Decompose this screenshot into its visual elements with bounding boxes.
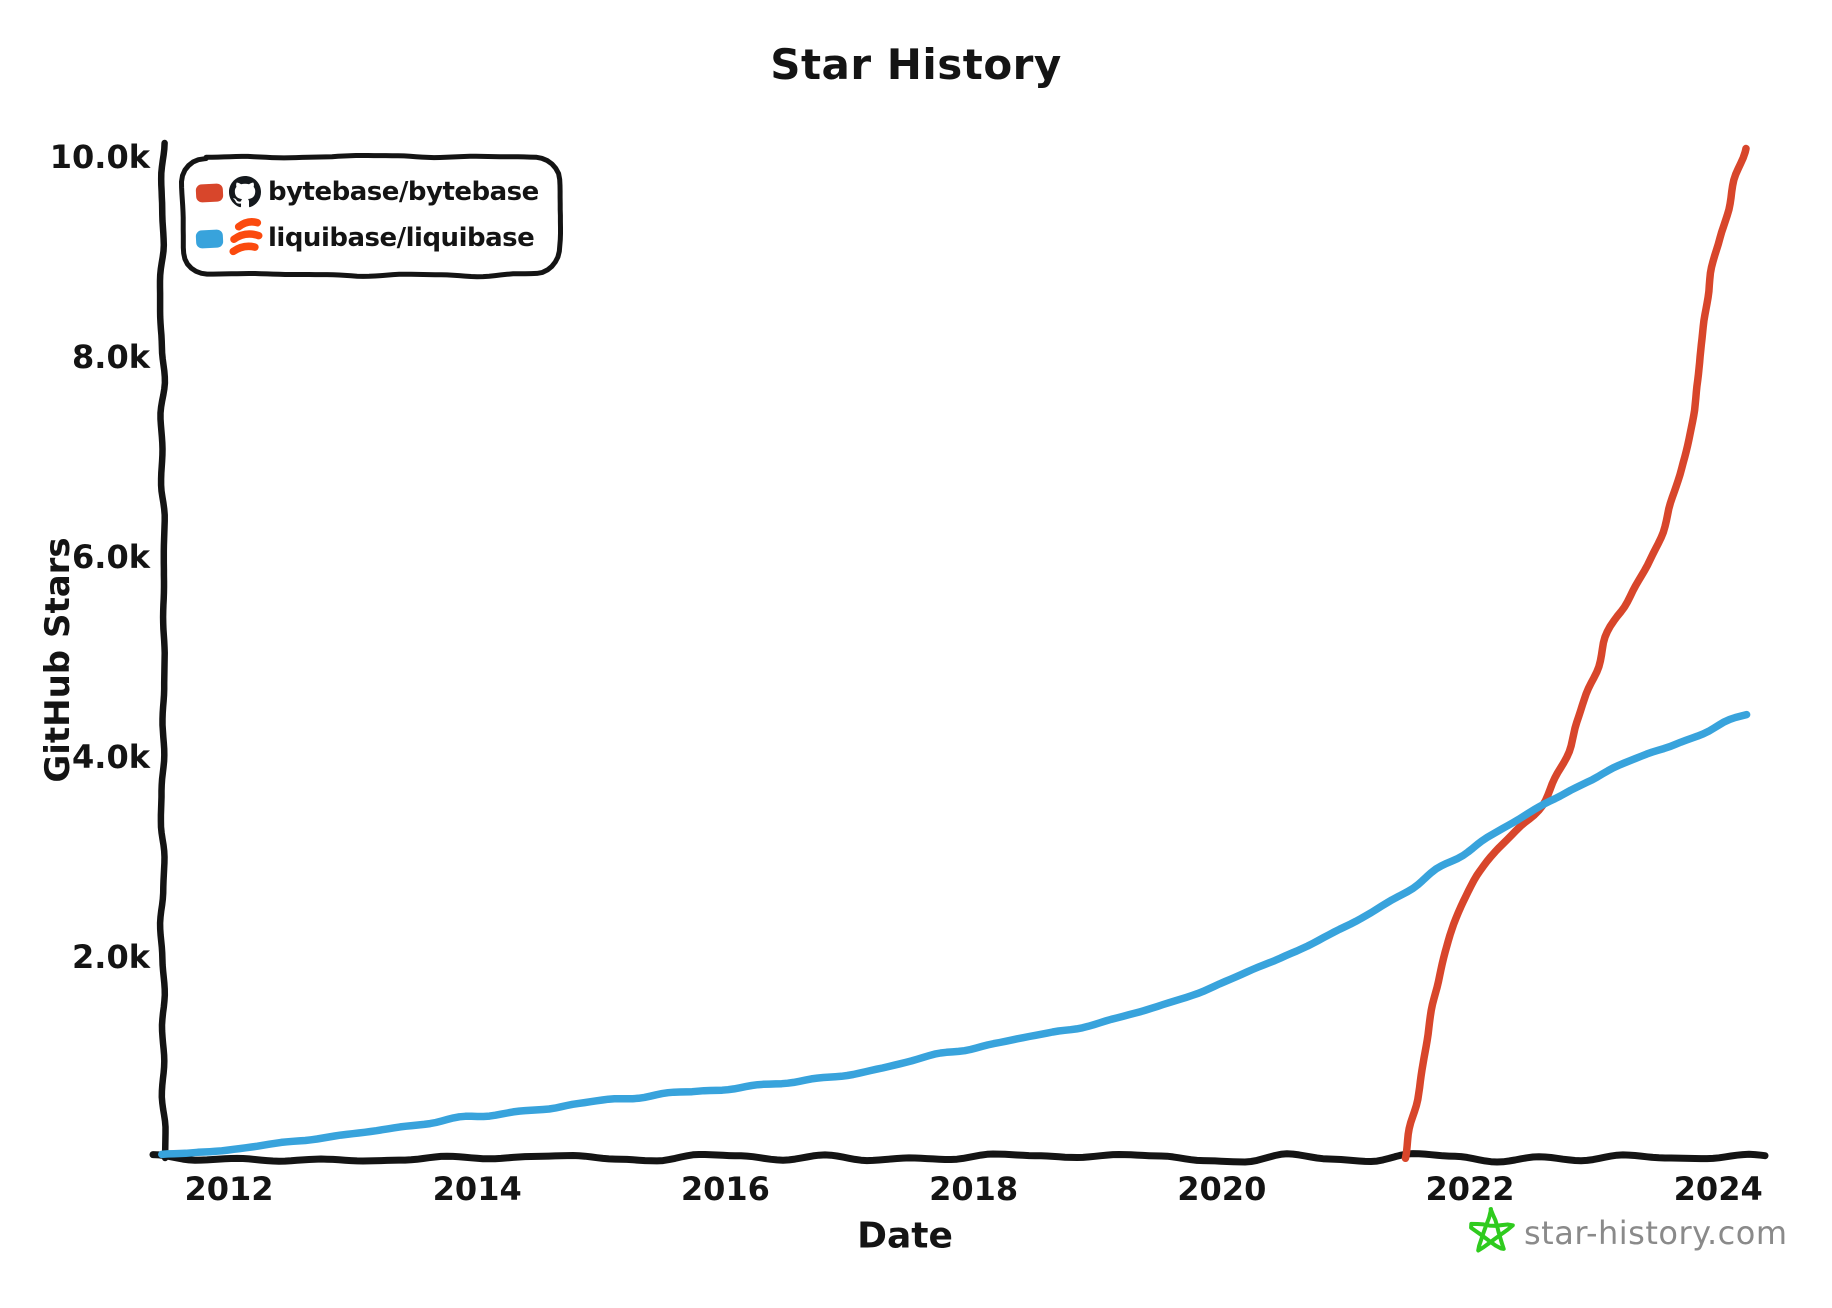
footer-link[interactable]: star-history.com bbox=[1524, 1214, 1788, 1252]
y-tick-label-10.0k: 10.0k bbox=[49, 138, 150, 176]
chart-title: Star History bbox=[770, 40, 1062, 89]
series-line-liquibase bbox=[158, 710, 1751, 1159]
legend-label-liquibase[interactable]: liquibase/liquibase bbox=[268, 223, 535, 253]
legend-swatch-bytebase bbox=[195, 183, 224, 203]
x-tick-label-2024: 2024 bbox=[1673, 1170, 1763, 1208]
x-tick-label-2020: 2020 bbox=[1177, 1170, 1267, 1208]
x-tick-label-2014: 2014 bbox=[432, 1170, 522, 1208]
y-axis-line bbox=[156, 139, 169, 1162]
legend-swatch-liquibase bbox=[195, 229, 224, 249]
x-tick-label-2018: 2018 bbox=[929, 1170, 1019, 1208]
y-tick-label-4.0k: 4.0k bbox=[72, 738, 150, 776]
liquibase-icon bbox=[229, 218, 263, 256]
y-tick-label-2.0k: 2.0k bbox=[72, 938, 150, 976]
x-tick-label-2016: 2016 bbox=[680, 1170, 770, 1208]
y-tick-label-8.0k: 8.0k bbox=[72, 338, 150, 376]
x-tick-label-2022: 2022 bbox=[1425, 1170, 1515, 1208]
star-history-logo-icon bbox=[1469, 1207, 1515, 1253]
x-axis-label: Date bbox=[857, 1215, 953, 1257]
legend-box-border bbox=[179, 153, 563, 280]
y-tick-label-6.0k: 6.0k bbox=[72, 538, 150, 576]
series-lines bbox=[158, 144, 1751, 1163]
github-icon bbox=[229, 176, 261, 208]
legend-label-bytebase[interactable]: bytebase/bytebase bbox=[268, 177, 539, 207]
x-tick-label-2012: 2012 bbox=[184, 1170, 274, 1208]
x-axis-line bbox=[149, 1150, 1769, 1166]
series-line-bytebase bbox=[1401, 144, 1750, 1163]
